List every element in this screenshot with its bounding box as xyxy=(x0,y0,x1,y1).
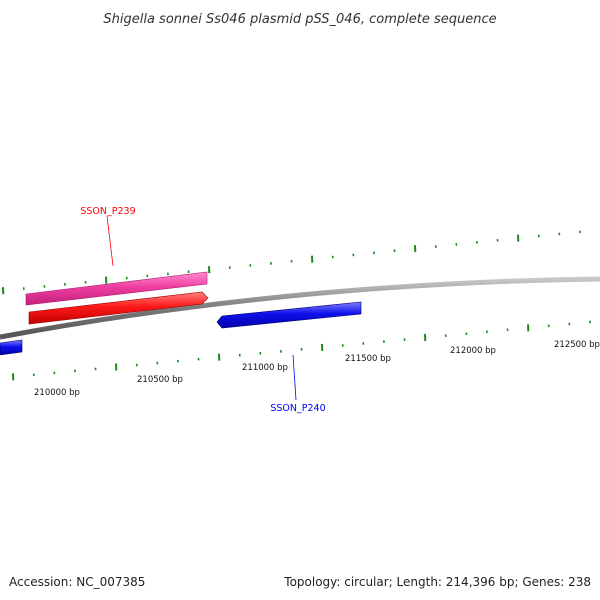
tick-label-212000: 212000 bp xyxy=(450,346,496,356)
gene-label-SSON-P239[interactable]: SSON_P239 xyxy=(80,206,135,217)
tick-label-210500: 210500 bp xyxy=(137,375,183,385)
SSON-P240-leader-line xyxy=(292,354,297,401)
blue-gene-fragment[interactable] xyxy=(0,339,23,356)
topology-summary-text: Topology: circular; Length: 214,396 bp; … xyxy=(283,575,591,589)
gene-label-SSON-P240[interactable]: SSON_P240 xyxy=(270,403,325,414)
inner-tick-marks xyxy=(12,320,591,381)
tick-label-212500: 212500 bp xyxy=(554,340,600,350)
tick-label-211000: 211000 bp xyxy=(242,363,288,373)
accession-text: Accession: NC_007385 xyxy=(9,575,145,589)
gene-SSON-P239-arrow[interactable] xyxy=(28,291,209,325)
SSON-P239-leader-line xyxy=(106,215,114,267)
pink-feature-block[interactable] xyxy=(25,271,208,306)
gene-SSON-P240-arrow[interactable] xyxy=(216,301,362,329)
sequence-backbone xyxy=(0,276,600,340)
tick-label-211500: 211500 bp xyxy=(345,354,391,364)
tick-label-210000: 210000 bp xyxy=(34,388,80,398)
map-title: Shigella sonnei Ss046 plasmid pSS_046, c… xyxy=(103,12,496,27)
outer-tick-marks xyxy=(2,230,581,295)
